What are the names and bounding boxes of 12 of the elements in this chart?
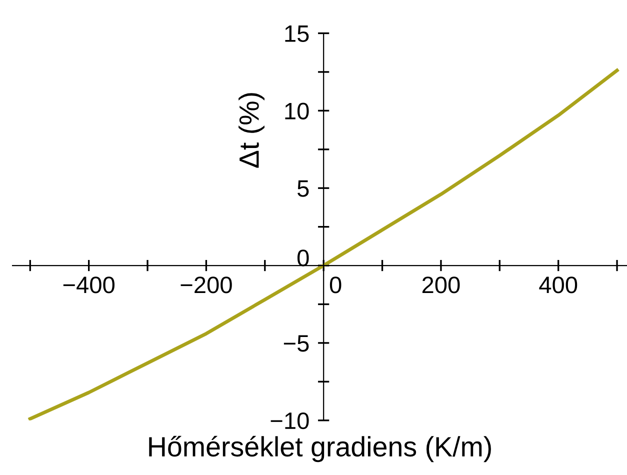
y-axis-title: Δt (%) <box>238 93 264 168</box>
y-tick-label: 5 <box>298 180 309 197</box>
y-tick-label: 15 <box>285 26 309 42</box>
x-axis-title: Hőmérséklet gradiens (K/m) <box>149 436 491 462</box>
x-tick-label: −200 <box>180 276 232 294</box>
y-tick-label: −5 <box>284 335 309 352</box>
y-tick-label: −10 <box>270 412 309 430</box>
x-tick-label: −400 <box>63 276 115 294</box>
x-tick-label: 200 <box>422 276 460 294</box>
y-tick-label: 10 <box>285 102 309 120</box>
x-tick-label: 0 <box>330 276 342 294</box>
x-tick-label: 400 <box>539 276 578 294</box>
